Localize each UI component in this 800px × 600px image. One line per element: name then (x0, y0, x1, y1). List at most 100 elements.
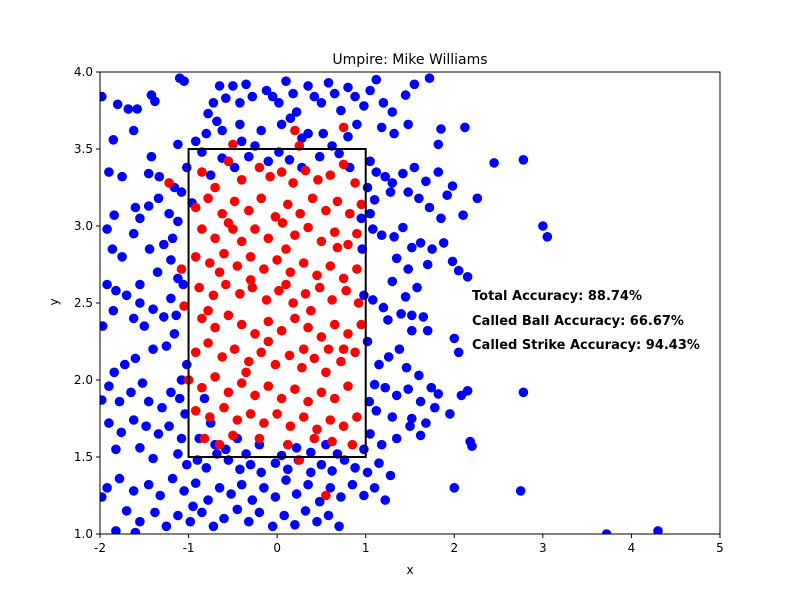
blue-pitch-point (462, 272, 473, 282)
blue-pitch-point (396, 309, 406, 319)
red-pitch-point (247, 282, 258, 293)
blue-pitch-point (433, 167, 444, 177)
blue-pitch-point (389, 232, 399, 242)
blue-pitch-point (303, 81, 313, 91)
red-pitch-point (332, 242, 343, 253)
blue-pitch-point (436, 124, 446, 134)
blue-pitch-point (135, 213, 145, 224)
blue-pitch-point (329, 88, 340, 99)
blue-pitch-point (235, 98, 245, 108)
red-pitch-point (259, 418, 269, 428)
red-pitch-point (329, 227, 340, 237)
red-pitch-point (244, 356, 254, 367)
blue-pitch-point (314, 496, 325, 507)
blue-pitch-point (424, 202, 435, 213)
blue-pitch-point (414, 370, 424, 381)
blue-pitch-point (489, 158, 499, 168)
blue-pitch-point (256, 467, 267, 478)
red-pitch-point (199, 433, 210, 444)
x-tick-label: 5 (716, 541, 724, 555)
blue-pitch-point (171, 310, 181, 321)
blue-pitch-point (368, 295, 378, 305)
blue-pitch-point (208, 98, 219, 108)
red-pitch-point (325, 261, 336, 271)
blue-pitch-point (270, 492, 281, 502)
blue-pitch-point (214, 483, 225, 493)
blue-pitch-point (369, 379, 380, 390)
red-pitch-point (341, 285, 352, 296)
y-tick-label: 3.5 (74, 142, 93, 156)
blue-pitch-point (229, 162, 240, 173)
blue-pitch-point (161, 341, 172, 351)
blue-pitch-point (261, 85, 272, 96)
blue-pitch-point (197, 507, 207, 518)
red-pitch-point (236, 236, 247, 247)
red-pitch-point (325, 415, 336, 425)
blue-pitch-point (376, 439, 387, 450)
blue-pitch-point (347, 479, 358, 490)
blue-pitch-point (141, 421, 151, 432)
blue-pitch-point (374, 359, 384, 370)
blue-pitch-point (281, 76, 291, 86)
red-pitch-point (197, 382, 207, 393)
red-pitch-point (281, 279, 291, 290)
red-pitch-point (332, 196, 343, 207)
blue-pitch-point (316, 459, 327, 470)
blue-pitch-point (378, 302, 389, 313)
blue-pitch-point (208, 521, 219, 532)
blue-pitch-point (190, 478, 201, 489)
blue-pitch-point (256, 125, 267, 136)
red-pitch-point (190, 406, 201, 416)
blue-pitch-point (467, 441, 477, 452)
blue-pitch-point (150, 507, 160, 518)
blue-pitch-point (359, 490, 369, 501)
blue-pitch-point (201, 463, 212, 473)
red-pitch-point (316, 387, 327, 398)
red-pitch-point (223, 387, 234, 398)
red-pitch-point (197, 167, 207, 177)
blue-pitch-point (132, 104, 142, 114)
blue-pitch-point (182, 162, 192, 173)
blue-pitch-point (325, 483, 336, 493)
blue-pitch-point (447, 181, 458, 191)
blue-pitch-point (359, 101, 369, 111)
red-pitch-point (338, 122, 349, 133)
blue-pitch-point (424, 73, 435, 83)
blue-pitch-point (112, 99, 123, 110)
blue-pitch-point (247, 91, 258, 102)
blue-pitch-point (365, 156, 375, 167)
blue-pitch-point (173, 449, 183, 459)
blue-pitch-point (153, 429, 164, 439)
blue-pitch-point (327, 466, 337, 476)
red-pitch-point (276, 325, 287, 336)
red-pitch-point (190, 347, 201, 358)
blue-pitch-point (205, 170, 216, 180)
blue-pitch-point (148, 453, 158, 464)
blue-pitch-point (288, 88, 298, 99)
red-pitch-point (325, 170, 336, 180)
blue-pitch-point (418, 312, 429, 322)
blue-pitch-point (214, 81, 225, 91)
red-pitch-point (205, 412, 215, 422)
red-pitch-point (232, 415, 243, 425)
blue-pitch-point (144, 244, 155, 254)
red-pitch-point (338, 159, 349, 170)
blue-pitch-point (405, 421, 415, 432)
red-pitch-point (244, 205, 254, 216)
red-pitch-point (176, 264, 187, 274)
blue-pitch-point (387, 412, 398, 422)
blue-pitch-point (100, 321, 108, 331)
y-axis-ticks: 1.0 1.5 2.0 2.5 3.0 3.5 4.0 (74, 65, 100, 541)
blue-pitch-point (276, 119, 287, 130)
red-pitch-point (263, 381, 274, 392)
x-tick-label: -2 (94, 541, 106, 555)
blue-pitch-point (453, 347, 464, 358)
blue-pitch-point (217, 125, 227, 136)
called-strike-accuracy-annotation: Called Strike Accuracy: 94.43% (472, 338, 700, 353)
blue-pitch-point (108, 135, 119, 145)
blue-pitch-point (174, 393, 185, 404)
red-pitch-point (327, 436, 337, 447)
blue-pitch-point (128, 228, 139, 239)
blue-pitch-point (166, 255, 176, 265)
blue-pitch-point (164, 208, 174, 219)
